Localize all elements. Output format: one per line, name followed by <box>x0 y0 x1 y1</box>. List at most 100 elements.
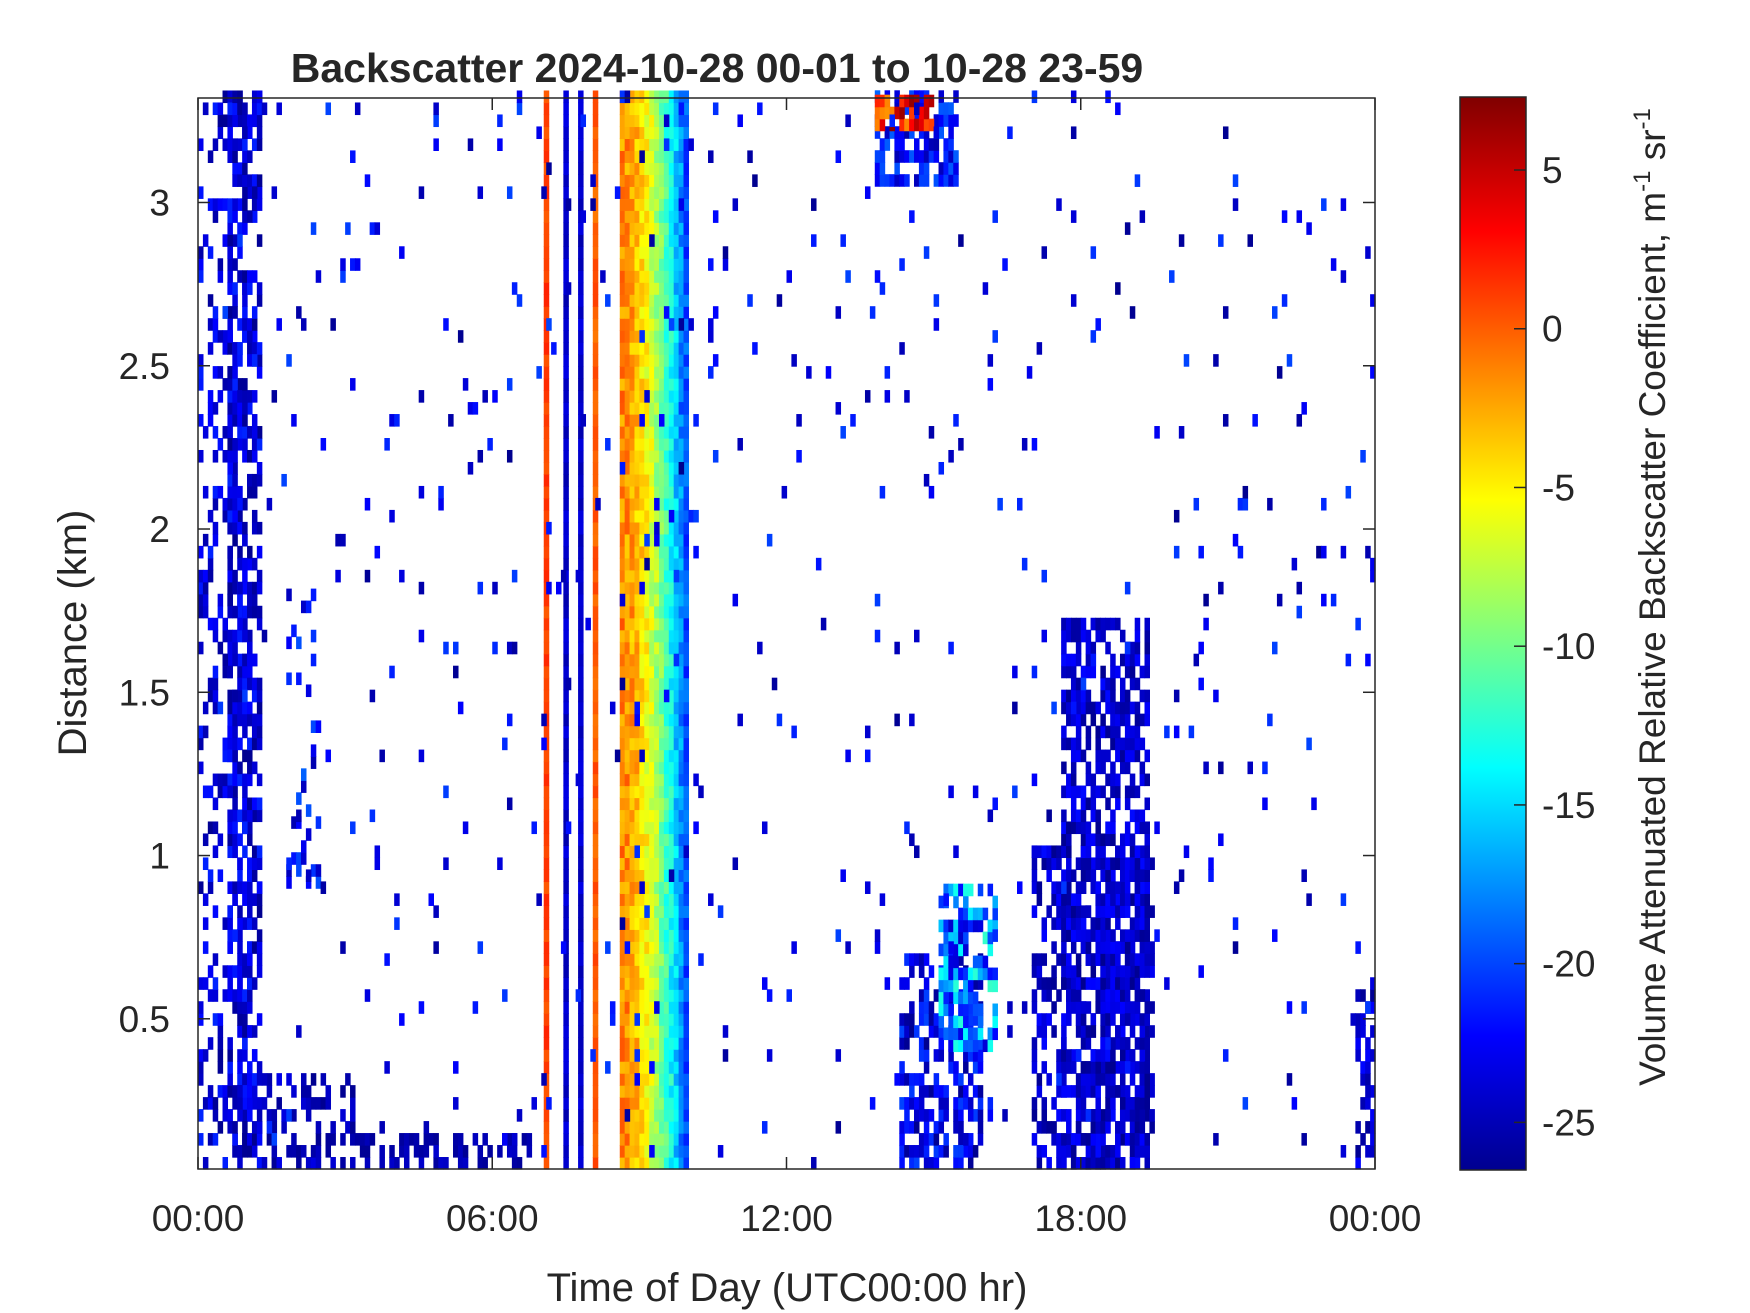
heatmap-cell <box>953 150 959 163</box>
heatmap-cell <box>1164 725 1170 739</box>
heatmap-cell <box>1203 617 1209 631</box>
heatmap-cell <box>251 210 258 223</box>
heatmap-cell <box>1085 725 1092 739</box>
heatmap-cell <box>578 509 584 523</box>
heatmap-cell <box>374 545 381 559</box>
heatmap-cell <box>658 390 665 403</box>
heatmap-cell <box>1370 569 1376 583</box>
heatmap-cell <box>624 761 631 775</box>
heatmap-cell <box>658 977 665 990</box>
heatmap-cell <box>1124 1085 1131 1098</box>
heatmap-cell <box>1144 1145 1150 1158</box>
heatmap-cell <box>1129 869 1136 882</box>
heatmap-cell <box>673 114 680 128</box>
heatmap-cell <box>629 497 636 511</box>
heatmap-cell <box>563 593 569 607</box>
heatmap-cell <box>639 521 645 535</box>
heatmap-cell <box>678 210 685 223</box>
heatmap-cell <box>673 473 680 487</box>
heatmap-cell <box>1110 893 1116 906</box>
heatmap-cell <box>1119 677 1126 691</box>
heatmap-cell <box>644 186 650 199</box>
heatmap-cell <box>634 989 640 1002</box>
heatmap-cell <box>227 318 233 331</box>
heatmap-cell <box>649 809 655 823</box>
heatmap-cell <box>624 1001 631 1014</box>
heatmap-cell <box>963 1145 969 1158</box>
heatmap-cell <box>663 521 670 535</box>
heatmap-cell <box>678 821 685 835</box>
heatmap-cell <box>256 282 263 295</box>
heatmap-cell <box>242 198 248 211</box>
heatmap-cell <box>683 941 690 954</box>
heatmap-cell <box>286 672 292 686</box>
heatmap-cell <box>256 689 263 703</box>
heatmap-cell <box>403 1133 410 1146</box>
heatmap-cell <box>1105 617 1111 631</box>
heatmap-cell <box>516 294 523 307</box>
heatmap-cell <box>592 114 599 128</box>
heatmap-cell <box>624 653 631 667</box>
heatmap-cell <box>330 1121 336 1134</box>
heatmap-cell <box>543 809 550 823</box>
heatmap-cell <box>658 1001 665 1014</box>
heatmap-cell <box>634 821 640 835</box>
heatmap-cell <box>502 1133 508 1146</box>
heatmap-cell <box>629 749 636 763</box>
heatmap-cell <box>563 366 569 379</box>
heatmap-cell <box>497 138 503 151</box>
heatmap-cell <box>663 581 670 595</box>
heatmap-cell <box>933 1073 940 1086</box>
heatmap-cell <box>563 905 569 918</box>
heatmap-cell <box>1124 1001 1131 1014</box>
heatmap-cell <box>1061 701 1067 715</box>
heatmap-cell <box>198 366 204 379</box>
heatmap-cell <box>663 270 670 283</box>
heatmap-cell <box>619 414 626 427</box>
heatmap-cell <box>1124 881 1131 894</box>
heatmap-cell <box>938 126 945 139</box>
heatmap-cell <box>658 234 665 247</box>
heatmap-cell <box>462 1157 469 1170</box>
heatmap-cell <box>644 449 650 463</box>
heatmap-cell <box>1139 1085 1146 1098</box>
heatmap-cell <box>668 833 675 847</box>
heatmap-cell <box>673 701 680 715</box>
heatmap-cell <box>433 114 439 128</box>
heatmap-cell <box>592 977 599 990</box>
heatmap-cell <box>1041 953 1048 966</box>
heatmap-cell <box>227 809 233 823</box>
heatmap-cell <box>563 1085 569 1098</box>
heatmap-cell <box>722 1049 729 1062</box>
heatmap-cell <box>634 521 640 535</box>
heatmap-cell <box>1134 677 1141 691</box>
heatmap-cell <box>781 485 788 499</box>
heatmap-cell <box>1031 1049 1038 1062</box>
heatmap-cell <box>654 366 660 379</box>
heatmap-cell <box>639 797 645 811</box>
heatmap-cell <box>634 210 640 223</box>
heatmap-cell <box>320 1097 327 1110</box>
heatmap-cell <box>271 1121 278 1134</box>
heatmap-cell <box>271 390 278 403</box>
heatmap-cell <box>668 306 675 319</box>
heatmap-cell <box>1119 1061 1126 1074</box>
heatmap-cell <box>624 485 631 499</box>
heatmap-cell <box>1066 869 1072 882</box>
heatmap-cell <box>1105 893 1111 906</box>
heatmap-cell <box>624 821 631 835</box>
heatmap-cell <box>644 749 650 763</box>
heatmap-cell <box>634 713 640 727</box>
heatmap-cell <box>663 1061 670 1074</box>
heatmap-cell <box>982 1039 989 1053</box>
heatmap-cell <box>247 833 253 847</box>
heatmap-cell <box>1075 917 1082 930</box>
heatmap-cell <box>644 1025 650 1038</box>
heatmap-cell <box>1360 989 1366 1002</box>
heatmap-cell <box>673 138 680 151</box>
heatmap-cell <box>1134 749 1141 763</box>
heatmap-cell <box>668 917 675 930</box>
heatmap-cell <box>668 989 675 1002</box>
heatmap-cell <box>247 737 253 751</box>
heatmap-cell <box>624 917 631 930</box>
